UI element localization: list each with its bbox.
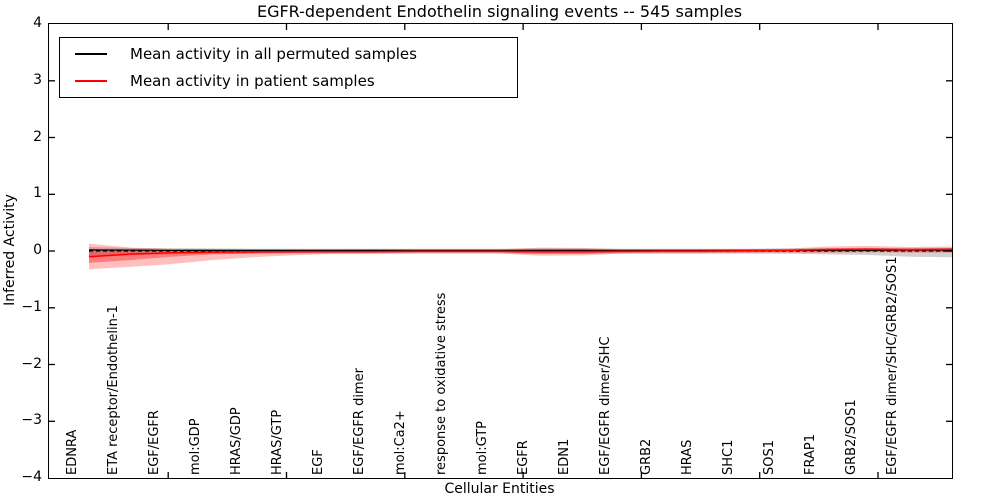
legend-entry-patient: Mean activity in patient samples — [75, 72, 517, 90]
y-tick-label: 1 — [33, 185, 42, 202]
x-category-label: mol:Ca2+ — [393, 410, 408, 475]
x-category-label: mol:GDP — [188, 418, 203, 475]
x-category-label: HRAS/GDP — [229, 407, 244, 475]
x-category-label: GRB2/SOS1 — [844, 399, 859, 475]
x-category-label: ETA receptor/Endothelin-1 — [106, 305, 121, 475]
x-category-label: EGF/EGFR dimer/SHC — [598, 336, 613, 475]
x-category-label: response to oxidative stress — [434, 292, 449, 475]
legend-entry-permuted: Mean activity in all permuted samples — [75, 45, 517, 63]
series-line-1 — [88, 248, 952, 258]
legend: Mean activity in all permuted samples Me… — [59, 37, 518, 98]
y-tick-label: 0 — [33, 242, 42, 258]
plot-canvas — [49, 24, 952, 478]
y-axis-label: Inferred Activity — [2, 194, 18, 306]
y-tick-label: −1 — [21, 298, 42, 315]
x-category-label: EGF/EGFR dimer/SHC/GRB2/SOS1 — [885, 256, 900, 476]
y-tick-label: 2 — [33, 128, 42, 145]
x-category-label: EGF/EGFR dimer — [352, 368, 367, 475]
patient-samples-band-outer — [89, 243, 952, 270]
x-category-label: HRAS/GTP — [270, 409, 285, 475]
legend-label-patient: Mean activity in patient samples — [130, 72, 375, 90]
y-tick-label: −2 — [21, 355, 42, 372]
x-category-label: EGFR — [516, 440, 531, 475]
x-category-label: HRAS — [680, 439, 695, 475]
legend-label-permuted: Mean activity in all permuted samples — [130, 45, 417, 63]
legend-line-sample-permuted — [75, 53, 107, 55]
x-category-label: SOS1 — [762, 439, 777, 475]
x-axis-label: Cellular Entities — [444, 481, 555, 497]
x-category-label: mol:GTP — [475, 421, 490, 475]
chart-title: EGFR-dependent Endothelin signaling even… — [256, 2, 743, 21]
x-category-label: SHC1 — [721, 439, 736, 475]
x-category-label: GRB2 — [639, 438, 654, 475]
x-category-label: EGF/EGFR — [147, 410, 162, 475]
x-category-label: EGF — [311, 449, 326, 475]
x-category-label: EDN1 — [557, 438, 572, 475]
x-category-label: FRAP1 — [803, 434, 818, 475]
legend-line-sample-patient — [75, 80, 107, 82]
x-category-label: EDNRA — [65, 429, 80, 475]
y-tick-label: −3 — [21, 412, 42, 429]
y-tick-label: 3 — [33, 71, 42, 88]
plot-area: Mean activity in all permuted samples Me… — [48, 23, 953, 479]
y-tick-label: 4 — [33, 15, 42, 31]
y-tick-label: −4 — [21, 469, 42, 485]
